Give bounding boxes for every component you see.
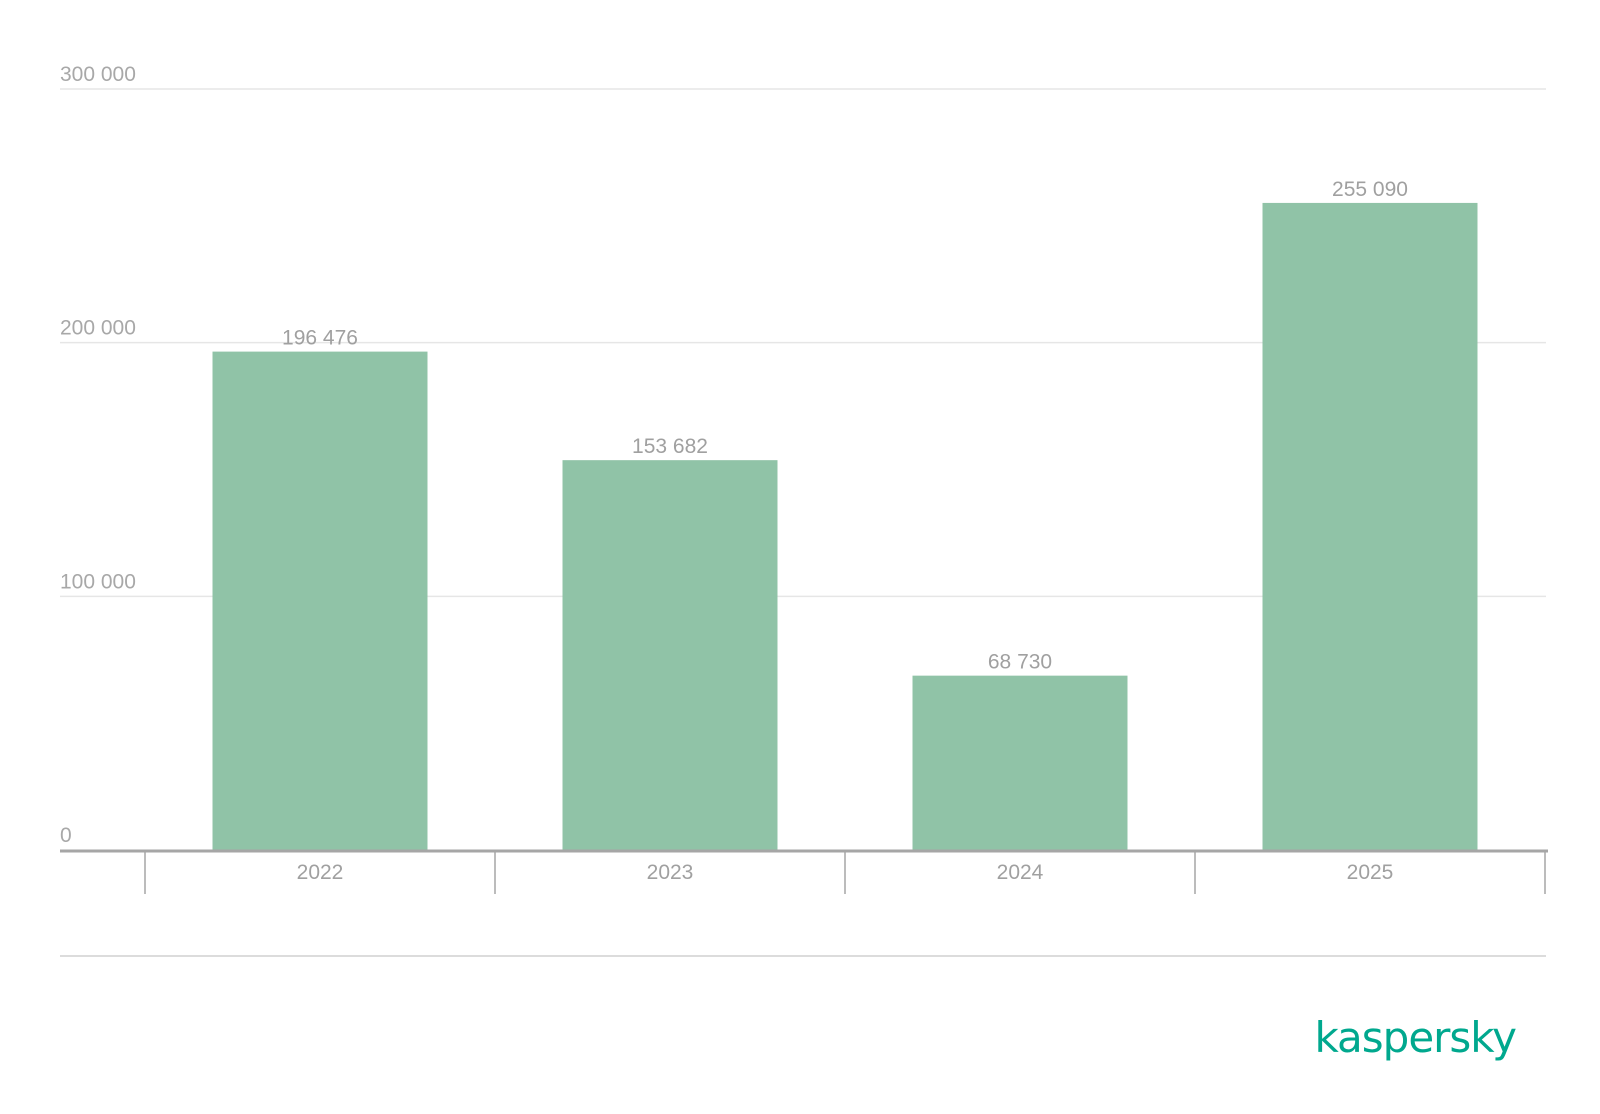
data-label-2025: 255 090 — [1332, 178, 1408, 201]
data-label-2023: 153 682 — [632, 435, 708, 458]
y-tick-label: 300 000 — [60, 63, 136, 86]
bar-2022 — [212, 351, 428, 850]
x-tick-label-2024: 2024 — [997, 861, 1044, 884]
bar-2023 — [562, 460, 778, 850]
x-tick-label-2023: 2023 — [647, 861, 694, 884]
data-labels: 196 476 153 682 68 730 255 090 — [282, 178, 1408, 674]
y-tick-label: 100 000 — [60, 570, 136, 593]
x-tick-label-2025: 2025 — [1347, 861, 1394, 884]
data-label-2022: 196 476 — [282, 327, 358, 350]
data-label-2024: 68 730 — [988, 651, 1052, 674]
x-axis — [60, 849, 1548, 894]
bars — [212, 202, 1478, 851]
y-tick-label: 200 000 — [60, 317, 136, 340]
x-tick-label-2022: 2022 — [297, 861, 344, 884]
y-axis-tick-labels: 0 100 000 200 000 300 000 — [60, 63, 136, 847]
kaspersky-logo: kaspersky — [1314, 1013, 1516, 1062]
x-axis-category-labels: 2022 2023 2024 2025 — [297, 861, 1394, 884]
bar-2025 — [1262, 202, 1478, 851]
bar-2024 — [912, 675, 1128, 850]
y-tick-label: 0 — [60, 824, 72, 847]
